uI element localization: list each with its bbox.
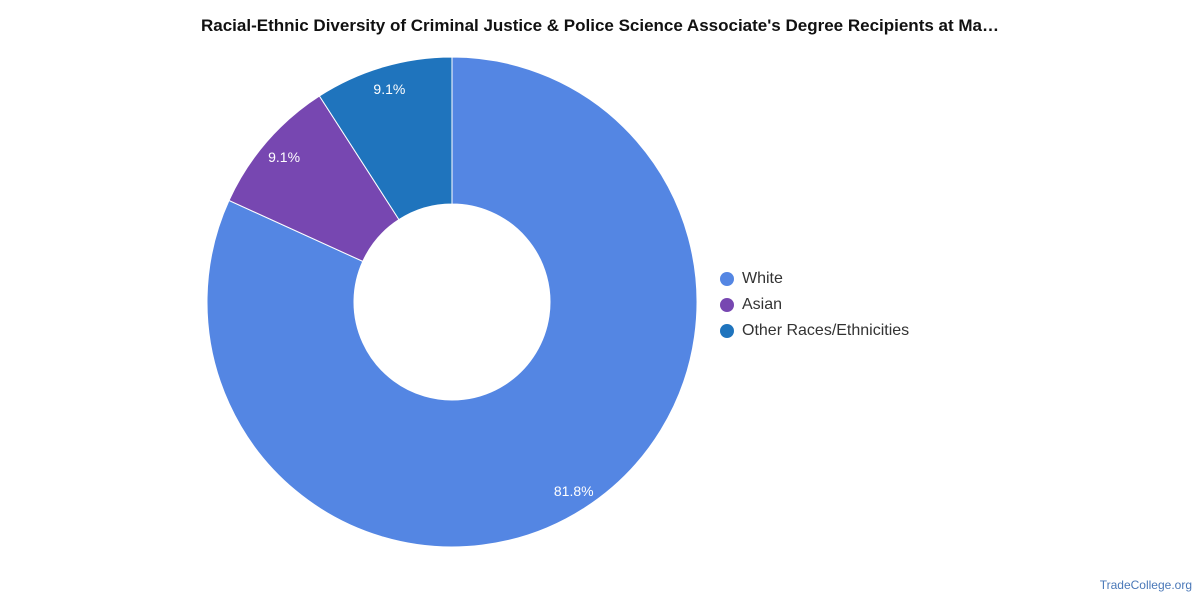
slice-white[interactable] — [206, 56, 698, 548]
data-label-other-races-ethnicities: 9.1% — [373, 81, 405, 97]
legend-item-other-races-ethnicities[interactable]: Other Races/Ethnicities — [720, 318, 909, 344]
legend-label: Other Races/Ethnicities — [742, 322, 910, 339]
legend-swatch-icon — [720, 324, 734, 338]
chart-legend: White Asian Other Races/Ethnicities — [720, 266, 909, 344]
data-label-white: 81.8% — [554, 483, 594, 499]
legend-item-asian[interactable]: Asian — [720, 292, 909, 318]
chart-title: Racial-Ethnic Diversity of Criminal Just… — [201, 16, 999, 35]
legend-label: Asian — [742, 296, 783, 313]
legend-item-white[interactable]: White — [720, 266, 909, 292]
slice-other-races-ethnicities[interactable] — [318, 56, 453, 221]
legend-swatch-icon — [720, 272, 734, 286]
source-watermark[interactable]: TradeCollege.org — [1099, 578, 1192, 592]
data-label-asian: 9.1% — [268, 149, 300, 165]
legend-swatch-icon — [720, 298, 734, 312]
legend-label: White — [742, 270, 783, 287]
